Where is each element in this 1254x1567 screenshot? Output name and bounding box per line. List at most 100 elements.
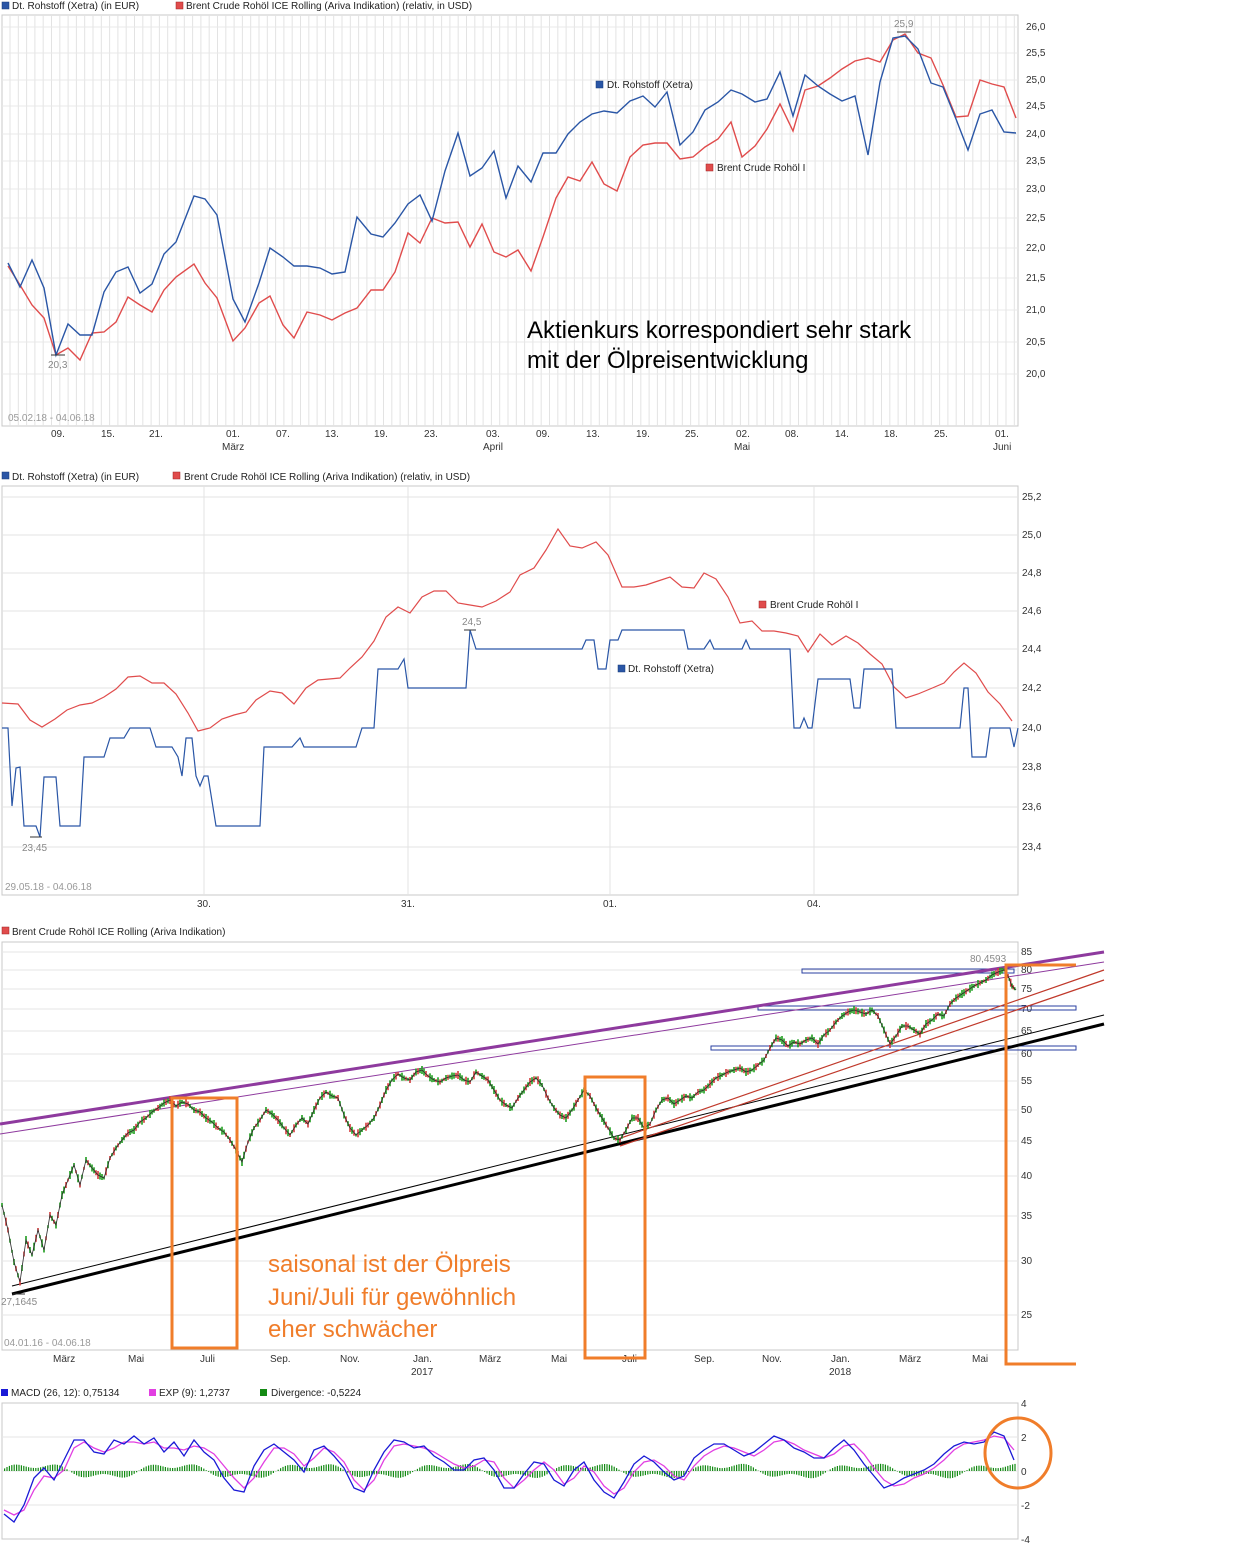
divergence-bar xyxy=(424,1465,426,1471)
divergence-bar xyxy=(232,1471,234,1476)
y-tick-label: 24,0 xyxy=(1026,129,1046,140)
divergence-bar xyxy=(594,1466,596,1471)
divergence-bar xyxy=(376,1471,378,1475)
support-box-61 xyxy=(710,1045,1077,1051)
divergence-bar xyxy=(268,1471,270,1476)
divergence-bar xyxy=(647,1471,649,1475)
divergence-bar xyxy=(834,1466,836,1471)
legend-label-brent: Brent Crude Rohöl ICE Rolling (Ariva Ind… xyxy=(186,1,472,12)
date-range-label: 29.05.18 - 04.06.18 xyxy=(5,882,92,893)
divergence-bar xyxy=(611,1465,613,1471)
divergence-bar xyxy=(596,1465,598,1471)
divergence-bar xyxy=(887,1465,889,1471)
divergence-bar xyxy=(88,1471,90,1477)
divergence-bar xyxy=(822,1471,824,1475)
divergence-bar xyxy=(721,1468,723,1471)
divergence-bar xyxy=(764,1471,766,1475)
divergence-bar xyxy=(743,1463,745,1471)
divergence-bar xyxy=(503,1471,505,1477)
annotation-correlation-line1: Aktienkurs korrespondiert sehr stark xyxy=(527,317,912,344)
divergence-bar xyxy=(707,1465,709,1471)
divergence-bar xyxy=(469,1464,471,1471)
x-month-label: März xyxy=(222,442,244,453)
x-tick-label: 14. xyxy=(835,429,849,440)
divergence-bar xyxy=(80,1471,82,1477)
divergence-bar xyxy=(889,1466,891,1471)
divergence-bar xyxy=(841,1465,843,1471)
divergence-bar xyxy=(246,1471,248,1475)
divergence-bar xyxy=(160,1465,162,1471)
divergence-bar xyxy=(997,1468,999,1471)
divergence-bar xyxy=(536,1471,538,1478)
divergence-bar xyxy=(383,1471,385,1475)
divergence-bar xyxy=(613,1466,615,1471)
divergence-bar xyxy=(961,1471,963,1474)
divergence-bar xyxy=(832,1468,834,1471)
divergence-bar xyxy=(253,1471,255,1477)
divergence-bar xyxy=(539,1471,541,1478)
divergence-bar xyxy=(762,1471,764,1474)
divergence-bar xyxy=(930,1471,932,1474)
seasonal-box-2016 xyxy=(170,1096,239,1350)
divergence-bar xyxy=(704,1465,706,1471)
divergence-bar xyxy=(258,1471,260,1478)
divergence-bar xyxy=(784,1471,786,1475)
y-tick-label: 65 xyxy=(1021,1026,1033,1037)
divergence-bar xyxy=(990,1467,992,1471)
x-year-label: 2018 xyxy=(829,1367,852,1378)
divergence-bar xyxy=(791,1471,793,1474)
y-tick-label: 23,5 xyxy=(1026,156,1046,167)
x-tick-label: 23. xyxy=(424,429,438,440)
divergence-bar xyxy=(414,1470,416,1471)
divergence-bar xyxy=(61,1466,63,1471)
divergence-bar xyxy=(472,1465,474,1471)
divergence-bar xyxy=(932,1471,934,1475)
divergence-bar xyxy=(224,1471,226,1477)
divergence-bar xyxy=(78,1471,80,1477)
divergence-bar xyxy=(659,1471,661,1475)
divergence-bar xyxy=(13,1464,15,1471)
divergence-bar xyxy=(678,1471,680,1478)
divergence-bar xyxy=(726,1467,728,1471)
y-tick-label: 24,5 xyxy=(1026,101,1046,112)
divergence-bar xyxy=(637,1471,639,1477)
inline-label-xetra: Dt. Rohstoff (Xetra) xyxy=(607,80,693,91)
divergence-bar xyxy=(148,1465,150,1471)
legend-swatch-divergence xyxy=(260,1389,267,1396)
x-month-label: April xyxy=(483,442,503,453)
divergence-bar xyxy=(404,1471,406,1477)
divergence-bar xyxy=(222,1471,224,1478)
y-tick-label: 25 xyxy=(1021,1310,1033,1321)
divergence-bar xyxy=(788,1471,790,1474)
y-tick-label: 25,0 xyxy=(1022,530,1042,541)
divergence-bar xyxy=(388,1471,390,1476)
divergence-bar xyxy=(450,1467,452,1471)
divergence-bar xyxy=(392,1471,394,1478)
divergence-bar xyxy=(426,1465,428,1471)
seasonal-highlight-boxes xyxy=(170,1075,647,1360)
inline-label-xetra: Dt. Rohstoff (Xetra) xyxy=(628,664,714,675)
divergence-bar xyxy=(356,1471,358,1477)
divergence-bar xyxy=(313,1467,315,1471)
divergence-bar xyxy=(695,1467,697,1471)
x-tick-label: 18. xyxy=(884,429,898,440)
x-tick-label: Sep. xyxy=(270,1354,291,1365)
inline-swatch-xetra xyxy=(617,664,626,673)
divergence-bar xyxy=(1000,1467,1002,1471)
x-tick-label: 09. xyxy=(536,429,550,440)
divergence-bar xyxy=(714,1467,716,1471)
divergence-bar xyxy=(325,1464,327,1471)
divergence-bar xyxy=(150,1464,152,1471)
divergence-bar xyxy=(635,1471,637,1477)
inline-label-brent: Brent Crude Rohöl I xyxy=(717,163,805,174)
divergence-bar xyxy=(992,1467,994,1471)
divergence-bar xyxy=(702,1465,704,1471)
divergence-bar xyxy=(438,1466,440,1471)
divergence-bar xyxy=(25,1466,27,1471)
divergence-bar xyxy=(983,1465,985,1471)
x-tick-label: 21. xyxy=(149,429,163,440)
x-tick-label: 02. xyxy=(736,429,750,440)
min-value-label: 27,1645 xyxy=(1,1297,38,1308)
divergence-bar xyxy=(184,1465,186,1471)
divergence-bar xyxy=(894,1469,896,1471)
